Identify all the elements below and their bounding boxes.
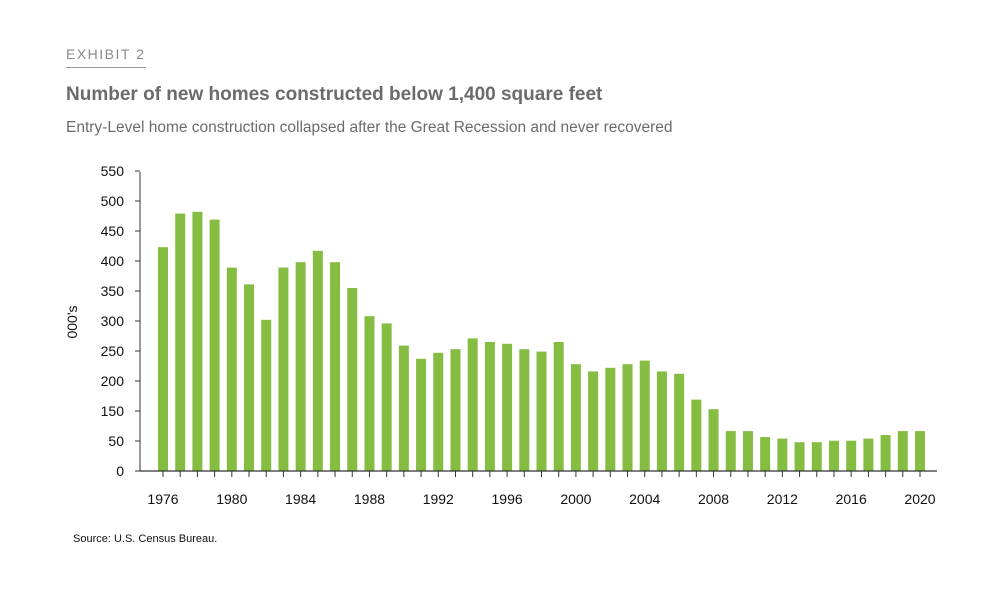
bar-2001 [588, 371, 599, 471]
bar-1994 [467, 338, 478, 471]
bar-1983 [278, 267, 289, 471]
bar-1980 [226, 267, 237, 471]
bar-1978 [192, 211, 203, 472]
bar-1977 [175, 213, 186, 471]
bar-1981 [244, 284, 255, 471]
y-tick-label: 150 [101, 403, 125, 419]
x-tick-label: 2008 [698, 491, 729, 507]
y-tick-label: 400 [101, 253, 125, 269]
x-tick-label: 1996 [492, 491, 523, 507]
bar-1976 [158, 247, 168, 471]
bar-1995 [484, 342, 495, 471]
y-tick-label: 450 [101, 223, 125, 239]
y-tick-label: 200 [101, 373, 125, 389]
bar-1985 [312, 250, 323, 471]
bar-1992 [433, 352, 444, 471]
y-tick-label: 550 [101, 163, 125, 179]
bar-2010 [742, 431, 753, 471]
y-tick-label: 500 [101, 193, 125, 209]
chart-subtitle: Entry-Level home construction collapsed … [66, 119, 673, 136]
exhibit-label: EXHIBIT 2 [66, 46, 146, 62]
bar-2006 [674, 373, 685, 471]
y-tick-label: 250 [101, 343, 125, 359]
chart-title: Number of new homes constructed below 1,… [66, 84, 603, 105]
x-tick-label: 2000 [560, 491, 591, 507]
source-note: Source: U.S. Census Bureau. [73, 533, 218, 545]
exhibit-underline [66, 67, 146, 68]
bar-1996 [502, 343, 513, 471]
bar-2005 [656, 371, 667, 471]
bar-2012 [777, 438, 788, 471]
bar-1993 [450, 349, 461, 471]
bar-2011 [760, 437, 771, 471]
x-tick-label: 2020 [904, 491, 935, 507]
bar-1997 [519, 349, 530, 471]
bar-1986 [330, 262, 341, 471]
x-tick-label: 1992 [423, 491, 454, 507]
bar-2017 [863, 438, 874, 471]
bar-2000 [570, 364, 581, 471]
y-tick-label: 50 [108, 433, 124, 449]
bar-1984 [295, 262, 306, 471]
bar-2019 [897, 431, 908, 471]
bar-2013 [794, 442, 805, 471]
bar-1998 [536, 351, 547, 471]
bar-2020 [915, 431, 925, 471]
bar-1990 [398, 345, 409, 471]
y-tick-label: 300 [101, 313, 125, 329]
x-tick-label: 1984 [285, 491, 316, 507]
x-tick-label: 2012 [767, 491, 798, 507]
bar-1988 [364, 316, 375, 471]
bar-2016 [846, 440, 857, 471]
bar-1987 [347, 288, 358, 471]
y-tick-label: 0 [116, 463, 124, 479]
bar-2002 [605, 367, 616, 471]
bar-1982 [261, 319, 272, 471]
x-tick-label: 1980 [216, 491, 247, 507]
bar-1989 [381, 323, 392, 471]
bar-1979 [209, 219, 220, 471]
x-tick-label: 2016 [836, 491, 867, 507]
bar-1999 [553, 342, 564, 471]
x-tick-label: 1976 [147, 491, 178, 507]
x-tick-label: 2004 [629, 491, 660, 507]
bar-1991 [416, 358, 427, 471]
bar-2008 [708, 409, 719, 471]
bar-2009 [725, 431, 736, 471]
bar-2004 [639, 360, 650, 471]
bar-2003 [622, 364, 633, 471]
bar-2014 [811, 442, 822, 471]
bar-2007 [691, 399, 702, 471]
x-tick-label: 1988 [354, 491, 385, 507]
bar-2015 [828, 440, 839, 471]
y-tick-label: 350 [101, 283, 125, 299]
bar-2018 [880, 435, 891, 471]
y-axis-label: 000's [64, 305, 80, 338]
